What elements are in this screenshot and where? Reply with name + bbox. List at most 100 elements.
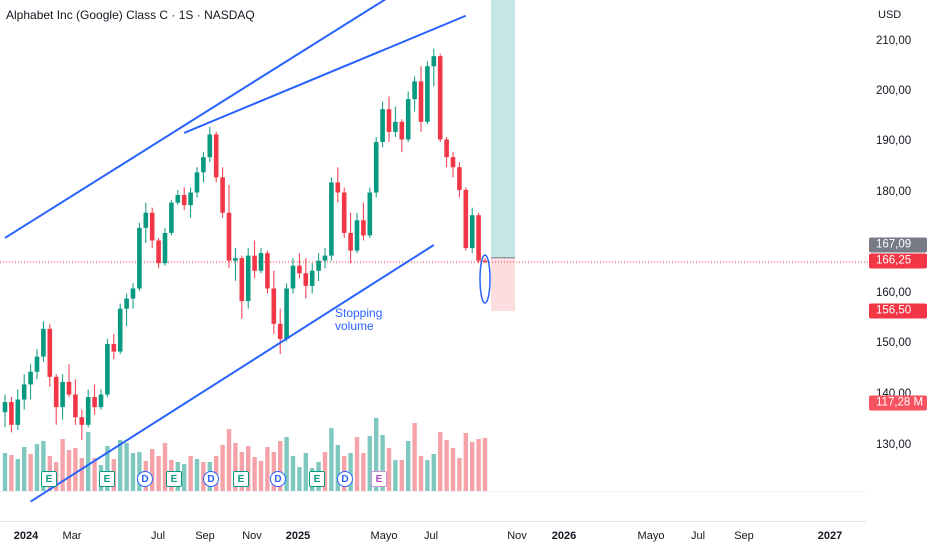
volume-bar [438,432,443,491]
candle-body [265,253,270,289]
volume-bar [278,441,283,491]
currency-label[interactable]: USD [878,9,902,21]
candle-body [21,384,27,400]
y-tick: 180,00 [876,186,912,198]
dividend-event-icon[interactable]: D [137,471,153,487]
annotation-line: volume [335,319,374,333]
candle-body [41,328,46,357]
volume-bar [105,446,110,491]
candle-body [85,397,91,425]
volume-bar [457,458,462,491]
trendline-resistance [183,14,467,134]
volume-bar [66,450,72,491]
x-tick: 2027 [817,530,843,542]
candle-body [15,399,21,425]
volume-bar [399,460,404,491]
candle-body [66,381,72,395]
y-tick: 210,00 [876,35,912,47]
volume-bar [412,423,417,491]
candle-body [354,220,360,251]
y-tick: 190,00 [876,135,912,147]
candle-body [361,220,366,236]
x-tick: Jul [690,530,706,542]
candle-body [252,255,257,271]
symbol-title[interactable]: Alphabet Inc (Google) Class C · 1S · NAS… [6,8,255,22]
volume-bar [41,441,46,491]
volume-badge: 117,28 M [869,395,927,411]
volume-bar [418,456,424,491]
candle-body [258,253,264,271]
volume-bar [463,433,468,491]
candle-body [117,308,123,352]
earnings-event-icon[interactable]: E [166,471,182,487]
x-tick: 2026 [551,530,577,542]
candle-body [329,182,334,256]
x-tick: 2025 [285,530,311,542]
candle-body [124,298,129,309]
volume-bar [246,446,251,491]
volume-bar [34,444,40,491]
candle-body [47,328,53,377]
volume-bar [361,453,366,491]
candle-body [418,81,424,122]
volume-bar [290,456,296,491]
volume-bar [22,447,27,491]
volume-bar [2,453,8,491]
volume-bar [374,418,379,491]
candle-body [105,344,110,395]
volume-bar [124,443,129,491]
stopping-volume-ellipse [479,254,491,304]
earnings-event-icon[interactable]: E [309,471,325,487]
volume-bar [335,445,340,491]
candle-body [201,157,206,173]
volume-bar [354,437,360,491]
candle-body [341,192,347,233]
volume-bar [9,455,14,491]
volume-bar [450,448,456,491]
volume-bar [28,454,33,491]
earnings-event-icon[interactable]: E [233,471,249,487]
earnings-event-icon[interactable]: E [99,471,115,487]
candle-body [194,172,200,193]
volume-bar [92,458,97,491]
candle-body [220,177,225,213]
volume-bar [393,460,398,491]
x-tick: Mayo [370,530,398,542]
candle-body [111,344,117,352]
candle-body [393,121,398,132]
candle-body [92,397,97,408]
candle-body [9,402,14,425]
dividend-event-icon[interactable]: D [203,471,219,487]
volume-bar [73,448,78,491]
stopping-volume-annotation[interactable]: Stopping volume [335,307,395,333]
candle-body [233,258,238,261]
dividend-event-icon[interactable]: D [270,471,286,487]
dividend-event-icon[interactable]: D [337,471,353,487]
candle-body [28,371,33,385]
y-tick: 150,00 [876,337,912,349]
volume-bar [297,467,302,491]
stop-level-badge: 156,50 [869,303,927,319]
candle-body [380,109,385,142]
target-zone [491,0,515,258]
x-tick: Nov [507,530,527,542]
earnings-event-icon[interactable]: E [41,471,57,487]
y-tick: 200,00 [876,85,912,97]
upcoming-earnings-event-icon[interactable]: E [371,471,387,487]
candle-body [297,265,302,274]
x-tick: Nov [242,530,262,542]
volume-bar [156,456,161,491]
candle-body [60,381,65,408]
volume-bar [252,457,257,491]
volume-bar [444,440,449,491]
candle-body [399,121,405,140]
x-tick: Sep [734,530,754,542]
candle-body [53,376,59,408]
volume-bar [86,432,91,491]
candle-body [469,215,475,249]
candle-body [463,189,469,249]
candle-body [239,258,245,302]
candle-body [373,142,379,193]
volume-bar [188,456,193,491]
